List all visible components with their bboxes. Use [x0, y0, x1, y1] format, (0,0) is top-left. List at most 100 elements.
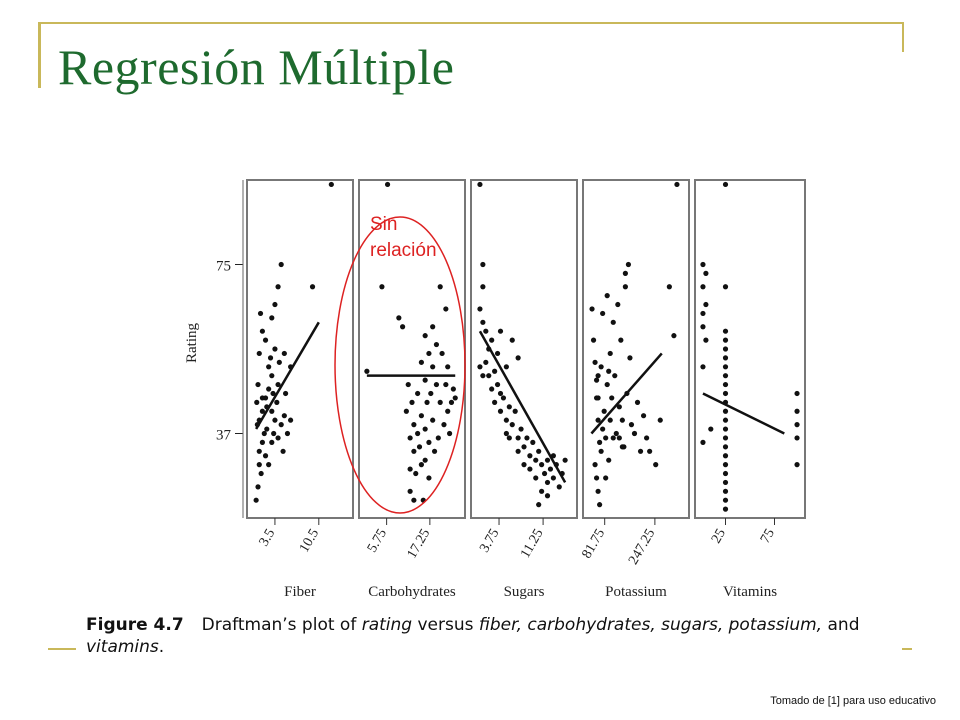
- point-fiber-39: [309, 284, 316, 290]
- point-fiber-44: [276, 359, 282, 365]
- point-fiber-21: [275, 381, 281, 388]
- point-fiber-18: [272, 417, 278, 423]
- point-fiber-6: [261, 430, 267, 437]
- x-axis-label-carbohydrates: Carbohydrates: [368, 584, 456, 600]
- fit-line-fiber: [255, 321, 320, 430]
- point-carbohydrates-25: [426, 350, 432, 357]
- point-fiber-49: [282, 390, 289, 397]
- point-sugars-26: [515, 448, 521, 454]
- decorative-top-rule: [38, 22, 904, 24]
- point-fiber-5: [259, 439, 265, 445]
- point-vitamins-23: [722, 426, 729, 432]
- point-potassium-8: [593, 475, 600, 481]
- point-carbohydrates-12: [413, 470, 419, 477]
- point-potassium-34: [634, 399, 641, 405]
- point-fiber-15: [269, 408, 275, 414]
- point-potassium-11: [598, 448, 604, 454]
- caption-text-7: .: [158, 637, 165, 657]
- point-fiber-20: [275, 435, 281, 441]
- point-potassium-35: [637, 448, 644, 454]
- point-carbohydrates-29: [430, 324, 436, 330]
- point-potassium-51: [674, 181, 680, 188]
- point-potassium-17: [607, 417, 613, 423]
- x-tick-label-fiber-1: 10.5: [297, 527, 322, 556]
- figure-caption: Figure 4.7 Draftman’s plot of rating vers…: [86, 614, 916, 658]
- point-fiber-16: [269, 373, 275, 379]
- point-sugars-11: [486, 373, 492, 379]
- point-carbohydrates-1: [379, 284, 385, 290]
- point-carbohydrates-48: [407, 488, 413, 494]
- point-potassium-20: [610, 319, 616, 325]
- point-vitamins-28: [722, 470, 729, 477]
- point-potassium-48: [598, 364, 604, 370]
- point-fiber-25: [284, 430, 291, 437]
- point-vitamins-6: [703, 270, 709, 276]
- point-sugars-52: [515, 355, 521, 361]
- point-sugars-31: [527, 453, 533, 459]
- point-vitamins-17: [722, 373, 729, 379]
- point-carbohydrates-6: [405, 381, 411, 388]
- point-sugars-38: [539, 488, 545, 494]
- point-carbohydrates-34: [433, 381, 440, 388]
- point-potassium-23: [615, 301, 621, 308]
- x-tick-label-potassium-1: 247.25: [626, 527, 658, 568]
- point-carbohydrates-4: [400, 324, 406, 330]
- panel-frame-sugars: [470, 179, 578, 519]
- point-fiber-19: [274, 399, 280, 405]
- point-carbohydrates-14: [415, 430, 421, 437]
- point-fiber-0: [253, 497, 259, 503]
- decorative-bottom-right-rule: [902, 648, 912, 650]
- point-sugars-16: [497, 390, 504, 397]
- point-vitamins-22: [722, 417, 729, 423]
- point-carbohydrates-27: [426, 475, 432, 481]
- point-sugars-44: [550, 475, 556, 481]
- point-sugars-53: [503, 364, 509, 370]
- decorative-right-rule: [902, 22, 904, 52]
- point-potassium-38: [647, 448, 653, 454]
- panel-frame-fiber: [246, 179, 354, 519]
- fit-line-sugars: [478, 330, 567, 484]
- point-sugars-36: [536, 448, 542, 454]
- annotation-line-2: relación: [370, 240, 437, 261]
- point-carbohydrates-16: [418, 359, 424, 365]
- point-vitamins-14: [722, 346, 729, 352]
- point-vitamins-21: [722, 408, 729, 414]
- point-sugars-33: [530, 439, 536, 445]
- y-tick-label-37: 37: [216, 428, 232, 444]
- point-carbohydrates-45: [448, 399, 455, 405]
- point-fiber-7: [262, 453, 269, 459]
- point-potassium-50: [604, 293, 610, 299]
- point-fiber-8: [264, 426, 270, 432]
- point-carbohydrates-28: [428, 390, 434, 397]
- point-sugars-12: [489, 386, 495, 392]
- point-sugars-1: [480, 261, 486, 268]
- decorative-vertical-rule: [38, 22, 41, 88]
- point-potassium-1: [590, 337, 597, 343]
- point-potassium-7: [592, 462, 598, 468]
- point-carbohydrates-7: [407, 435, 413, 441]
- point-vitamins-25: [722, 444, 729, 450]
- point-fiber-42: [267, 355, 274, 361]
- point-sugars-22: [506, 435, 512, 441]
- point-vitamins-4: [700, 364, 706, 370]
- point-potassium-12: [600, 426, 606, 432]
- point-potassium-40: [657, 417, 663, 423]
- point-carbohydrates-3: [396, 315, 402, 321]
- point-potassium-37: [644, 435, 650, 441]
- point-carbohydrates-22: [422, 426, 428, 432]
- point-potassium-9: [595, 488, 601, 494]
- point-sugars-51: [509, 337, 515, 343]
- point-sugars-42: [547, 466, 554, 472]
- point-potassium-46: [622, 284, 628, 290]
- caption-figure-label: Figure 4.7: [86, 615, 184, 635]
- point-sugars-55: [544, 493, 551, 499]
- point-potassium-42: [603, 475, 609, 481]
- point-potassium-49: [593, 395, 600, 401]
- point-carbohydrates-15: [416, 444, 423, 450]
- point-sugars-48: [562, 457, 568, 463]
- point-vitamins-7: [703, 301, 709, 308]
- point-potassium-33: [631, 430, 638, 437]
- point-potassium-14: [603, 435, 609, 441]
- point-sugars-3: [477, 306, 483, 312]
